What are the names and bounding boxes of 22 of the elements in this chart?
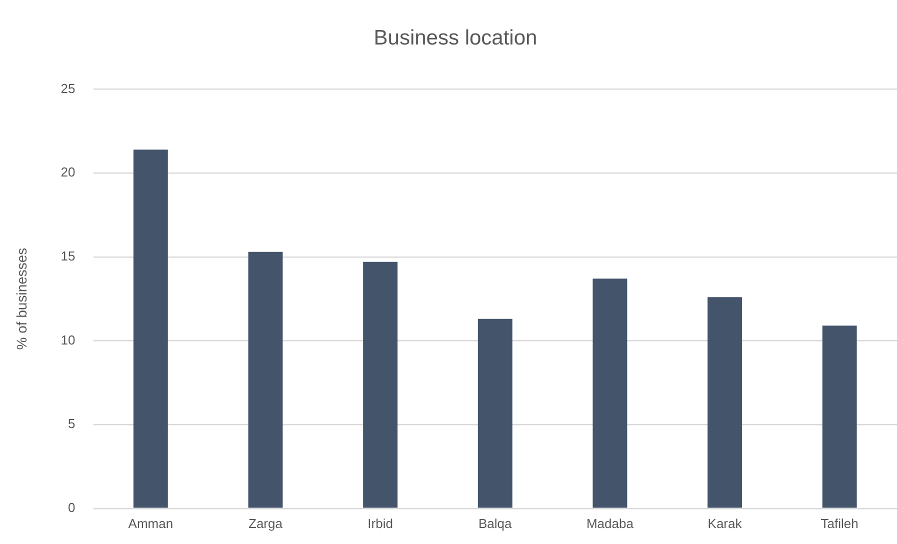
y-tick-label: 5	[68, 416, 76, 432]
x-tick-label: Amman	[128, 516, 174, 531]
y-tick-label: 25	[60, 80, 76, 96]
chart-title: Business location	[374, 26, 538, 50]
x-tick-label: Madaba	[586, 516, 634, 531]
x-tick-label: Tafileh	[820, 516, 858, 531]
bar	[363, 262, 398, 508]
x-tick-label: Karak	[708, 516, 742, 531]
y-tick-label: 15	[60, 248, 76, 264]
x-tick-label: Balqa	[478, 516, 513, 531]
bar	[592, 278, 628, 508]
bar	[478, 318, 512, 508]
y-axis-title: % of businesses	[13, 248, 30, 350]
bar	[822, 326, 857, 508]
bar	[248, 252, 283, 508]
x-tick-label: Zarga	[248, 516, 284, 531]
bar	[708, 297, 742, 508]
y-tick-label: 20	[60, 164, 76, 180]
x-tick-label: Irbid	[368, 516, 393, 531]
bar	[133, 150, 168, 508]
y-tick-label: 10	[60, 332, 76, 348]
y-tick-label: 0	[68, 500, 76, 515]
